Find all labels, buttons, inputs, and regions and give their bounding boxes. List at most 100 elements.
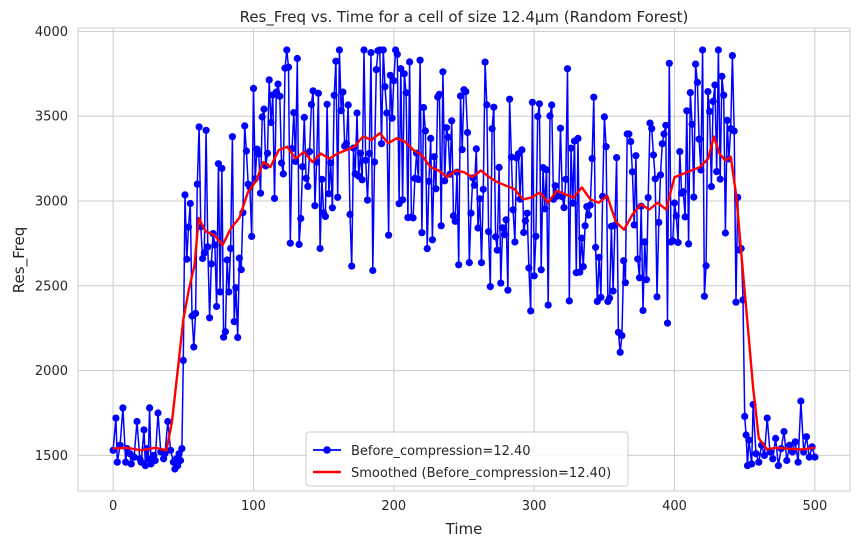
raw-point (270, 194, 279, 202)
raw-point (184, 223, 193, 231)
raw-point (337, 107, 345, 115)
raw-point (455, 261, 463, 269)
raw-point (348, 262, 356, 270)
raw-point (181, 191, 189, 199)
raw-point (748, 460, 756, 468)
raw-point (663, 319, 672, 327)
raw-point (140, 426, 148, 434)
raw-point (755, 458, 763, 466)
raw-point (613, 154, 621, 162)
raw-point (544, 301, 552, 309)
raw-point (379, 46, 387, 54)
raw-point (232, 284, 240, 292)
raw-point (437, 222, 445, 230)
raw-point (339, 88, 347, 96)
raw-point (495, 163, 503, 171)
raw-point (202, 126, 210, 134)
raw-point (588, 155, 596, 163)
raw-point (284, 63, 293, 71)
raw-point (655, 218, 663, 226)
raw-point (509, 206, 517, 214)
raw-point (377, 140, 386, 148)
raw-point (676, 148, 684, 156)
raw-point (223, 256, 231, 264)
raw-point (467, 209, 475, 217)
raw-point (576, 268, 584, 276)
raw-point (474, 224, 482, 232)
raw-point (456, 92, 465, 100)
raw-point (592, 243, 600, 251)
raw-point (562, 175, 570, 183)
raw-point (485, 228, 493, 236)
raw-point (569, 199, 577, 207)
raw-point (546, 112, 554, 120)
raw-point (493, 246, 501, 254)
raw-point (119, 404, 127, 412)
raw-point (267, 118, 275, 127)
raw-point (802, 433, 811, 441)
raw-point (721, 229, 730, 237)
legend: Before_compression=12.40 Smoothed (Befor… (305, 431, 629, 487)
raw-point (423, 245, 431, 253)
raw-point (358, 176, 366, 184)
raw-point (306, 148, 314, 156)
raw-point (528, 98, 537, 106)
raw-point (448, 117, 456, 125)
raw-point (600, 113, 609, 121)
raw-point (122, 458, 130, 466)
raw-point (383, 109, 391, 117)
raw-point (651, 175, 659, 183)
raw-point (186, 199, 194, 208)
y-tick-label: 1500 (35, 449, 68, 464)
y-tick-label: 4000 (35, 25, 68, 40)
raw-point (752, 450, 760, 458)
raw-point (481, 58, 489, 66)
raw-point (297, 214, 305, 223)
raw-point (178, 445, 186, 453)
raw-point (511, 238, 519, 246)
raw-point (449, 212, 458, 220)
raw-point (732, 298, 740, 306)
raw-point (318, 175, 326, 183)
raw-point (797, 397, 805, 405)
raw-point (465, 259, 473, 267)
raw-point (390, 77, 398, 85)
raw-point (372, 66, 380, 74)
raw-point (690, 193, 698, 201)
raw-point (745, 436, 753, 444)
raw-point (506, 95, 514, 103)
raw-point (241, 122, 249, 130)
raw-point (711, 81, 719, 89)
raw-point (634, 255, 642, 263)
raw-point (365, 149, 373, 158)
x-tick-label: 500 (802, 499, 827, 514)
x-axis-title: Time (445, 520, 483, 538)
plot-frame (77, 27, 851, 492)
raw-point (442, 124, 451, 132)
raw-point (470, 181, 479, 189)
raw-point (167, 446, 175, 454)
raw-point (283, 46, 291, 54)
legend-box (305, 431, 629, 487)
raw-point (606, 294, 614, 302)
raw-point (260, 105, 268, 113)
tick-labels: 0 100 200 300 400 500 1500 2000 2500 3000 3500 4000 (35, 25, 827, 514)
raw-point (649, 151, 658, 159)
raw-point (502, 216, 510, 224)
raw-point (435, 90, 443, 98)
raw-point (112, 414, 120, 422)
raw-point (330, 91, 338, 99)
raw-point (499, 224, 507, 232)
raw-point (590, 93, 598, 101)
raw-point (760, 451, 769, 459)
raw-point (420, 103, 428, 112)
raw-point (292, 157, 300, 166)
raw-point (635, 274, 644, 282)
raw-point (225, 288, 233, 296)
raw-point (521, 217, 530, 225)
raw-point (416, 56, 424, 64)
y-tick-label: 3000 (35, 194, 68, 209)
raw-point (421, 127, 429, 135)
raw-point (311, 202, 319, 210)
raw-point (556, 124, 565, 132)
